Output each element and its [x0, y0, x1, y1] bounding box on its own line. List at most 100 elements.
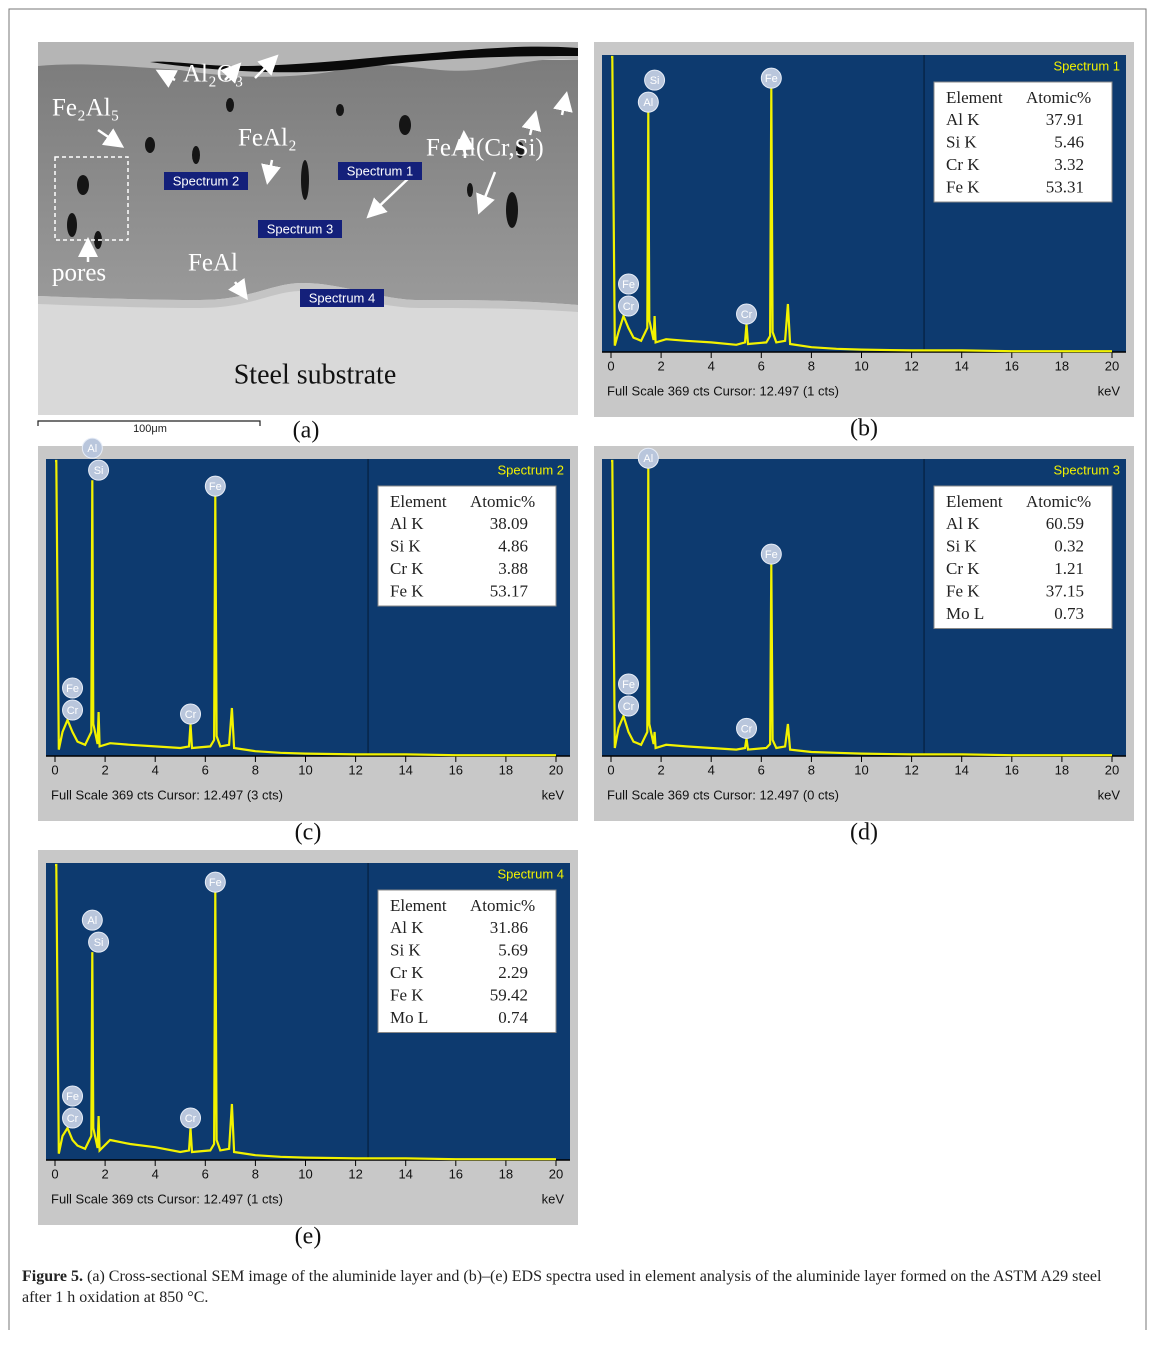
table-cell: Cr K — [946, 559, 980, 578]
x-tick-label: 2 — [657, 358, 664, 373]
peak-marker — [62, 699, 84, 721]
table-cell: Si K — [946, 536, 977, 555]
panel-label: (b) — [850, 416, 878, 442]
x-tick-label: 18 — [499, 762, 513, 777]
panel-label: (e) — [295, 1224, 322, 1250]
table-cell: 31.86 — [490, 918, 528, 937]
result-table — [377, 485, 557, 607]
peak-marker — [204, 475, 226, 497]
x-tick-label: 2 — [657, 762, 664, 777]
peak-label: Cr — [185, 1113, 197, 1125]
x-tick-label: 6 — [202, 762, 209, 777]
caption-text: (a) Cross-sectional SEM image of the alu… — [22, 1268, 1102, 1306]
x-tick-label: 6 — [758, 762, 765, 777]
caption: Figure 5. (a) Cross-sectional SEM image … — [22, 1266, 1132, 1308]
table-cell: 3.32 — [1054, 155, 1084, 174]
peak-marker — [204, 871, 226, 893]
peak-marker — [81, 437, 103, 459]
peak-label: Fe — [66, 1091, 79, 1103]
x-axis-label: keV — [1098, 787, 1121, 802]
x-tick-label: 12 — [348, 762, 362, 777]
frame — [8, 8, 1147, 1330]
table-header: Atomic% — [1026, 492, 1091, 511]
table-cell: Fe K — [946, 177, 980, 196]
spectrum-line — [611, 459, 1112, 757]
table-cell: 53.17 — [490, 581, 529, 600]
table-cell: Al K — [390, 918, 424, 937]
table-cell: 0.32 — [1054, 536, 1084, 555]
x-tick-label: 16 — [1005, 358, 1019, 373]
peak-marker — [736, 717, 758, 739]
x-tick-label: 20 — [1105, 358, 1119, 373]
table-header: Atomic% — [470, 896, 535, 915]
peak-marker — [760, 67, 782, 89]
x-tick-label: 10 — [298, 762, 312, 777]
x-tick-label: 2 — [101, 1166, 108, 1181]
table-cell: Fe K — [390, 581, 424, 600]
peak-marker — [637, 447, 659, 469]
peak-label: Si — [650, 75, 660, 87]
peak-marker — [180, 703, 202, 725]
result-table — [933, 81, 1113, 203]
peak-label: Fe — [622, 279, 635, 291]
peak-marker — [62, 1107, 84, 1129]
scale-bar-label: 100μm — [133, 423, 167, 435]
spectrum-panel: 0 2 4 6 8 10 12 14 16 18 20 Cr Fe Si Al Cr Fe Spectrum 2 E… — [38, 437, 578, 846]
table-cell: 37.15 — [1046, 581, 1084, 600]
x-tick-label: 8 — [808, 358, 815, 373]
phase-label: Al₂O₃ — [183, 61, 244, 88]
x-tick-label: 6 — [202, 1166, 209, 1181]
peak-marker — [644, 69, 666, 91]
peak-label: Fe — [66, 683, 79, 695]
x-tick-label: 4 — [708, 762, 715, 777]
table-cell: Al K — [390, 514, 424, 533]
x-tick-label: 6 — [758, 358, 765, 373]
x-tick-label: 20 — [1105, 762, 1119, 777]
footer: Full Scale 369 cts Cursor: 12.497 (1 cts… — [51, 1191, 283, 1206]
table-cell: Cr K — [390, 963, 424, 982]
x-tick-label: 14 — [398, 762, 412, 777]
peak-label: Fe — [209, 481, 222, 493]
table-cell: 60.59 — [1046, 514, 1084, 533]
spectrum-line — [611, 55, 1112, 353]
table-cell: Si K — [390, 940, 421, 959]
table-header: Element — [946, 492, 1003, 511]
x-tick-label: 4 — [152, 762, 159, 777]
x-tick-label: 12 — [904, 762, 918, 777]
table-cell: Cr K — [946, 155, 980, 174]
table-cell: 1.21 — [1054, 559, 1084, 578]
table-header: Atomic% — [1026, 88, 1091, 107]
x-tick-label: 8 — [252, 762, 259, 777]
peak-marker — [618, 695, 640, 717]
phase-label: pores — [52, 260, 106, 287]
spectrum-title: Spectrum 4 — [498, 866, 564, 881]
peak-label: Cr — [741, 723, 753, 735]
peak-label: Cr — [623, 301, 635, 313]
peak-label: Al — [87, 443, 97, 455]
peak-marker — [62, 1085, 84, 1107]
peak-label: Cr — [623, 701, 635, 713]
table-cell: Al K — [946, 514, 980, 533]
peak-marker — [736, 303, 758, 325]
table-cell: Al K — [946, 110, 980, 129]
phase-label: FeAl — [188, 250, 238, 277]
peak-label: Al — [643, 97, 653, 109]
x-tick-label: 14 — [954, 762, 968, 777]
table-cell: 38.09 — [490, 514, 528, 533]
x-tick-label: 0 — [51, 762, 58, 777]
peak-label: Cr — [741, 309, 753, 321]
x-axis-label: keV — [542, 1191, 565, 1206]
table-cell: 3.88 — [498, 559, 528, 578]
spectrum-box: Spectrum 1 — [347, 163, 413, 178]
table-cell: Fe K — [390, 985, 424, 1004]
peak-marker — [618, 273, 640, 295]
peak-marker — [760, 543, 782, 565]
spectrum-box: Spectrum 2 — [173, 173, 239, 188]
x-tick-label: 8 — [252, 1166, 259, 1181]
peak-marker — [88, 931, 110, 953]
peak-marker — [88, 459, 110, 481]
peak-marker — [62, 677, 84, 699]
x-tick-label: 20 — [549, 762, 563, 777]
x-tick-label: 18 — [499, 1166, 513, 1181]
x-tick-label: 14 — [954, 358, 968, 373]
